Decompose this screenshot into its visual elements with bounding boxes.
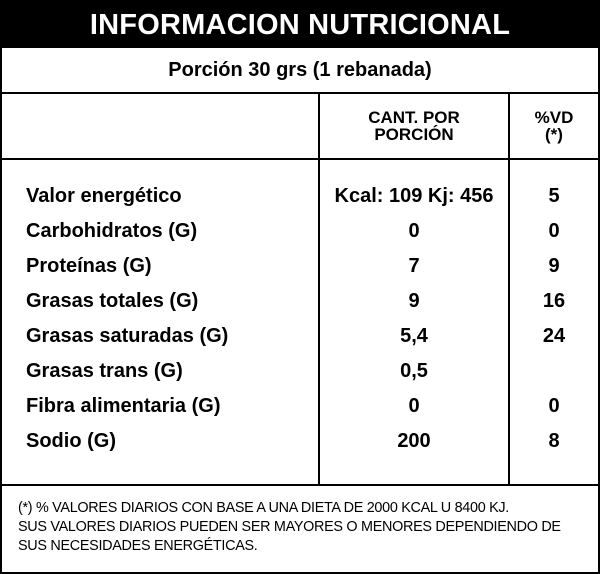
nutrient-name: Carbohidratos (G) — [26, 219, 198, 242]
footnote-line: SUS VALORES DIARIOS PUEDEN SER MAYORES O… — [18, 519, 561, 535]
header-divider — [2, 158, 598, 160]
nutrient-name: Grasas saturadas (G) — [26, 324, 229, 347]
nutrient-daily-value: 16 — [542, 289, 566, 312]
nutrient-daily-value: 8 — [548, 429, 560, 452]
table-row: Grasas totales (G) 9 16 — [2, 284, 598, 318]
nutrient-name: Valor energético — [26, 184, 182, 207]
nutrient-quantity: 7 — [408, 254, 420, 277]
column-divider-daily-value — [508, 94, 510, 484]
footnote-line: (*) % VALORES DIARIOS CON BASE A UNA DIE… — [18, 500, 509, 516]
nutrient-name: Sodio (G) — [26, 429, 116, 452]
nutrient-quantity: 5,4 — [400, 324, 428, 347]
nutrient-name: Grasas trans (G) — [26, 359, 183, 382]
label-title: INFORMACION NUTRICIONAL — [2, 2, 598, 48]
nutrient-daily-value: 24 — [542, 324, 566, 347]
table-row: Sodio (G) 200 8 — [2, 424, 598, 458]
nutrient-daily-value: 9 — [548, 254, 560, 277]
nutrient-quantity: 9 — [408, 289, 420, 312]
nutrient-daily-value: 0 — [548, 394, 560, 417]
nutrient-quantity: Kcal: 109 Kj: 456 — [334, 184, 494, 207]
table-row: Valor energético Kcal: 109 Kj: 456 5 — [2, 179, 598, 213]
nutrient-quantity: 0,5 — [400, 359, 428, 382]
nutrient-daily-value: 0 — [548, 219, 560, 242]
column-divider-quantity — [318, 94, 320, 484]
table-row: Fibra alimentaria (G) 0 0 — [2, 389, 598, 423]
footnote-line: SUS NECESIDADES ENERGÉTICAS. — [18, 538, 258, 554]
nutrient-quantity: 0 — [408, 394, 420, 417]
footnote: (*) % VALORES DIARIOS CON BASE A UNA DIE… — [18, 499, 588, 556]
table-row: Proteínas (G) 7 9 — [2, 249, 598, 283]
daily-value-column-header: %VD (*) — [534, 108, 574, 144]
footnote-divider — [2, 484, 598, 486]
nutrient-name: Grasas totales (G) — [26, 289, 199, 312]
table-row: Carbohidratos (G) 0 0 — [2, 214, 598, 248]
nutrient-daily-value — [510, 354, 598, 388]
nutrient-quantity: 200 — [397, 429, 431, 452]
portion-size: Porción 30 grs (1 rebanada) — [2, 48, 598, 94]
quantity-column-header: CANT. POR PORCIÓN — [368, 108, 460, 144]
table-row: Grasas trans (G) 0,5 — [2, 354, 598, 388]
nutrient-name: Fibra alimentaria (G) — [26, 394, 221, 417]
nutrient-daily-value: 5 — [548, 184, 560, 207]
nutrient-name: Proteínas (G) — [26, 254, 152, 277]
table-row: Grasas saturadas (G) 5,4 24 — [2, 319, 598, 353]
nutrient-quantity: 0 — [408, 219, 420, 242]
